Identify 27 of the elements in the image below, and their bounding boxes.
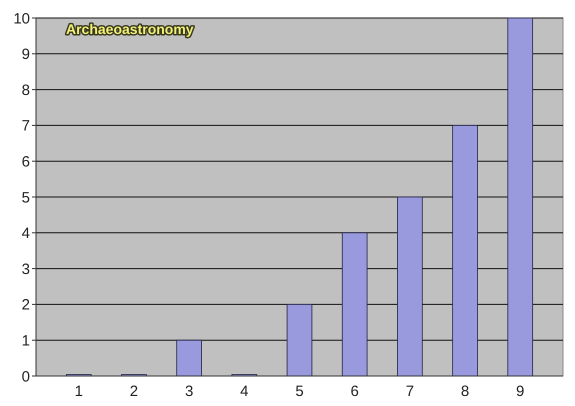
- x-tick-label: 8: [460, 383, 470, 400]
- x-tick-label: 4: [240, 383, 248, 400]
- y-tick-label: 4: [22, 225, 30, 242]
- x-tick-label: 6: [350, 383, 359, 400]
- chart-title: Archaeoastronomy: [66, 21, 194, 37]
- y-tick-label: 10: [13, 10, 30, 28]
- x-tick-label: 2: [130, 383, 138, 400]
- y-tick-label: 1: [22, 332, 30, 350]
- bar: [452, 125, 478, 376]
- x-tick-label: 9: [516, 383, 524, 400]
- y-tick-label: 8: [22, 82, 30, 99]
- x-tick-label: 1: [74, 383, 83, 400]
- x-tick-label: 5: [295, 383, 304, 400]
- x-tick-label: 7: [406, 383, 414, 400]
- y-tick-label: 3: [22, 260, 30, 278]
- y-tick-label: 5: [22, 189, 30, 206]
- y-tick-label: 2: [22, 296, 30, 314]
- bar: [507, 18, 534, 376]
- y-tick-label: 0: [22, 368, 30, 386]
- y-tick-label: 6: [22, 153, 30, 170]
- y-tick-label: 9: [22, 46, 30, 64]
- bar: [176, 340, 202, 376]
- bar: [286, 304, 312, 376]
- bar: [397, 196, 423, 376]
- y-tick-label: 7: [22, 118, 30, 135]
- bar: [342, 232, 368, 376]
- x-tick-label: 3: [184, 383, 194, 400]
